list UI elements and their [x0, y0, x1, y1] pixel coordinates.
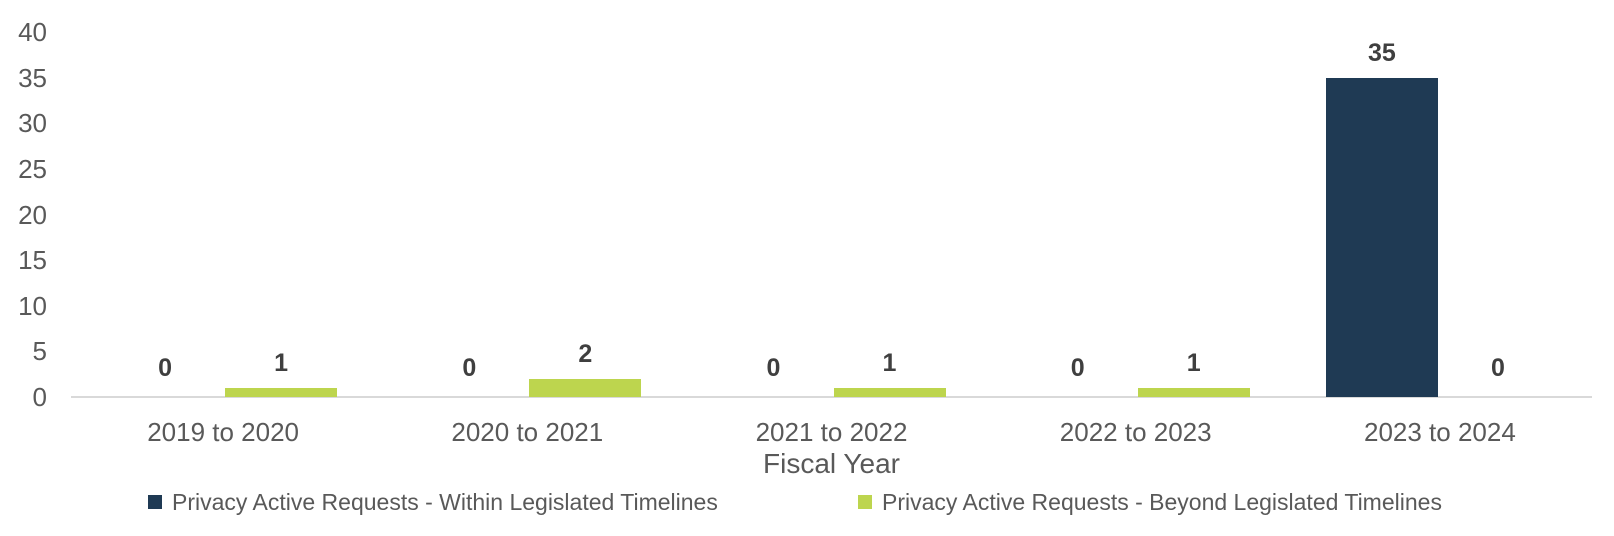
bar-value-label: 0: [158, 354, 173, 382]
bar-value-label: 35: [1367, 38, 1396, 67]
bar-value-label: 2: [578, 339, 593, 368]
bar-value-label: 0: [1490, 354, 1505, 382]
y-axis-tick-label: 20: [18, 199, 47, 230]
legend-item: Privacy Active Requests - Within Legisla…: [148, 487, 718, 517]
bar-value-label: 0: [766, 354, 781, 382]
x-axis-category-label: 2022 to 2023: [1059, 417, 1212, 447]
legend-swatch-within: [148, 495, 162, 509]
bar-beyond: [1137, 387, 1250, 397]
x-axis-line: [71, 396, 1592, 398]
y-axis-tick-label: 0: [32, 382, 47, 412]
x-axis-category-label: 2023 to 2024: [1363, 417, 1516, 447]
y-axis-tick-label: 25: [18, 153, 47, 184]
legend-item: Privacy Active Requests - Beyond Legisla…: [858, 487, 1442, 517]
legend-label: Privacy Active Requests - Beyond Legisla…: [882, 489, 1442, 515]
y-axis-tick-label: 5: [32, 336, 47, 367]
bar-value-label: 0: [462, 354, 477, 382]
bar-value-label: 1: [1186, 348, 1201, 377]
y-axis-tick-label: 30: [18, 108, 47, 139]
bar-beyond: [529, 378, 642, 397]
bar-value-label: 1: [274, 348, 289, 377]
bar-beyond: [833, 387, 946, 397]
x-axis-category-label: 2021 to 2022: [755, 417, 908, 447]
x-axis-category-label: 2019 to 2020: [147, 417, 299, 447]
y-axis-tick-label: 15: [18, 245, 47, 276]
y-axis-tick-label: 40: [18, 17, 47, 47]
bar-value-label: 1: [882, 348, 897, 377]
bar-value-label: 0: [1070, 354, 1085, 382]
x-axis-title: Fiscal Year: [763, 448, 900, 479]
legend-swatch-beyond: [858, 495, 872, 509]
bar-within: [1325, 77, 1438, 397]
legend-label: Privacy Active Requests - Within Legisla…: [172, 489, 718, 515]
y-axis-tick-label: 35: [18, 62, 47, 93]
y-axis-tick-label: 10: [18, 290, 47, 321]
bar-beyond: [225, 387, 338, 397]
x-axis-category-label: 2020 to 2021: [451, 417, 604, 447]
